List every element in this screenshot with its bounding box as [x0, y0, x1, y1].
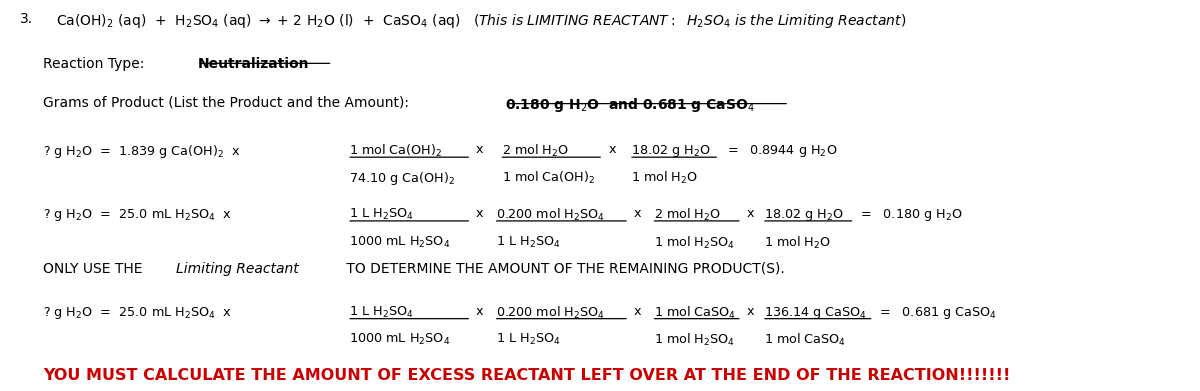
Text: 1 mol CaSO$_4$: 1 mol CaSO$_4$	[654, 305, 736, 321]
Text: 2 mol H$_2$O: 2 mol H$_2$O	[502, 143, 569, 159]
Text: 1 mol H$_2$O: 1 mol H$_2$O	[631, 170, 698, 186]
Text: x: x	[634, 305, 641, 318]
Text: 1 mol Ca(OH)$_2$: 1 mol Ca(OH)$_2$	[349, 143, 443, 159]
Text: 1 mol CaSO$_4$: 1 mol CaSO$_4$	[764, 332, 846, 348]
Text: 1 L H$_2$SO$_4$: 1 L H$_2$SO$_4$	[349, 305, 414, 320]
Text: x: x	[475, 143, 484, 156]
Text: 18.02 g H$_2$O: 18.02 g H$_2$O	[631, 143, 712, 159]
Text: Ca(OH)$_2$ (aq)  +  H$_2$SO$_4$ (aq) $\rightarrow$ + 2 H$_2$O (l)  +  CaSO$_4$ (: Ca(OH)$_2$ (aq) + H$_2$SO$_4$ (aq) $\rig…	[56, 12, 906, 30]
Text: ? g H$_2$O  =  25.0 mL H$_2$SO$_4$  x: ? g H$_2$O = 25.0 mL H$_2$SO$_4$ x	[43, 207, 232, 223]
Text: Neutralization: Neutralization	[197, 57, 308, 71]
Text: 136.14 g CaSO$_4$: 136.14 g CaSO$_4$	[764, 305, 868, 321]
Text: 0.200 mol H$_2$SO$_4$: 0.200 mol H$_2$SO$_4$	[496, 305, 605, 321]
Text: Limiting Reactant: Limiting Reactant	[176, 262, 299, 276]
Text: ? g H$_2$O  =  25.0 mL H$_2$SO$_4$  x: ? g H$_2$O = 25.0 mL H$_2$SO$_4$ x	[43, 305, 232, 321]
Text: x: x	[608, 143, 617, 156]
Text: =   0.8944 g H$_2$O: = 0.8944 g H$_2$O	[727, 143, 838, 159]
Text: 1 L H$_2$SO$_4$: 1 L H$_2$SO$_4$	[349, 207, 414, 222]
Text: x: x	[746, 207, 754, 220]
Text: 1 mol Ca(OH)$_2$: 1 mol Ca(OH)$_2$	[502, 170, 595, 186]
Text: 2 mol H$_2$O: 2 mol H$_2$O	[654, 207, 721, 223]
Text: 1 mol H$_2$SO$_4$: 1 mol H$_2$SO$_4$	[654, 235, 734, 251]
Text: ? g H$_2$O  =  1.839 g Ca(OH)$_2$  x: ? g H$_2$O = 1.839 g Ca(OH)$_2$ x	[43, 143, 240, 160]
Text: 1 L H$_2$SO$_4$: 1 L H$_2$SO$_4$	[496, 332, 560, 348]
Text: TO DETERMINE THE AMOUNT OF THE REMAINING PRODUCT(S).: TO DETERMINE THE AMOUNT OF THE REMAINING…	[342, 262, 785, 276]
Text: 1 mol H$_2$SO$_4$: 1 mol H$_2$SO$_4$	[654, 332, 734, 348]
Text: x: x	[475, 207, 484, 220]
Text: Grams of Product (List the Product and the Amount):: Grams of Product (List the Product and t…	[43, 96, 413, 110]
Text: 74.10 g Ca(OH)$_2$: 74.10 g Ca(OH)$_2$	[349, 170, 455, 187]
Text: 1 L H$_2$SO$_4$: 1 L H$_2$SO$_4$	[496, 235, 560, 250]
Text: Reaction Type:: Reaction Type:	[43, 57, 152, 71]
Text: x: x	[475, 305, 484, 318]
Text: x: x	[634, 207, 641, 220]
Text: 3.: 3.	[20, 12, 34, 26]
Text: 0.180 g H$_2$O  and 0.681 g CaSO$_4$: 0.180 g H$_2$O and 0.681 g CaSO$_4$	[505, 96, 755, 114]
Text: 0.200 mol H$_2$SO$_4$: 0.200 mol H$_2$SO$_4$	[496, 207, 605, 223]
Text: =   0.681 g CaSO$_4$: = 0.681 g CaSO$_4$	[880, 305, 997, 321]
Text: ONLY USE THE: ONLY USE THE	[43, 262, 146, 276]
Text: x: x	[746, 305, 754, 318]
Text: 18.02 g H$_2$O: 18.02 g H$_2$O	[764, 207, 844, 223]
Text: =   0.180 g H$_2$O: = 0.180 g H$_2$O	[860, 207, 962, 223]
Text: 1000 mL H$_2$SO$_4$: 1000 mL H$_2$SO$_4$	[349, 332, 451, 348]
Text: YOU MUST CALCULATE THE AMOUNT OF EXCESS REACTANT LEFT OVER AT THE END OF THE REA: YOU MUST CALCULATE THE AMOUNT OF EXCESS …	[43, 368, 1010, 383]
Text: 1 mol H$_2$O: 1 mol H$_2$O	[764, 235, 832, 251]
Text: 1000 mL H$_2$SO$_4$: 1000 mL H$_2$SO$_4$	[349, 235, 451, 250]
